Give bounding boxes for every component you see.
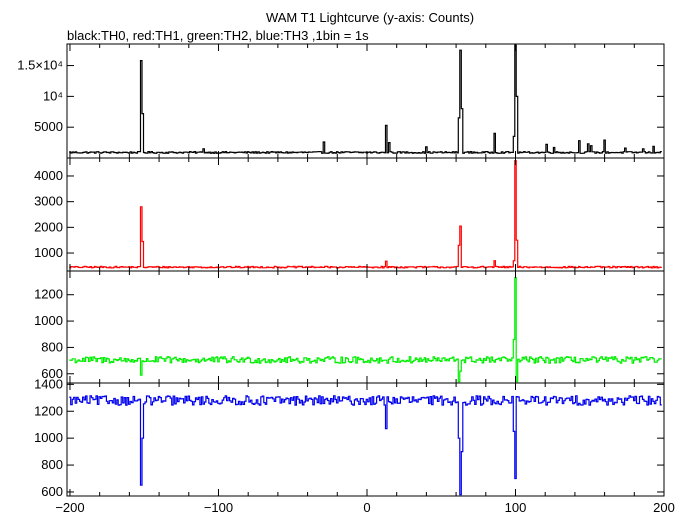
y-tick-label: 1200 [34, 287, 63, 302]
x-tick-label: 100 [505, 500, 527, 515]
panel-th1: 1000 2000 3000 4000 [34, 157, 665, 272]
x-tick-label: −200 [55, 500, 84, 515]
y-tick-label: 5000 [34, 119, 63, 134]
panel-frame [66, 157, 665, 272]
y-tick-label: 1000 [34, 430, 63, 445]
y-tick-label: 1000 [34, 245, 63, 260]
panel-frame [66, 43, 665, 159]
panel-th3: 600 800 1000 1200 1400 −200 −100 0 100 200 [34, 376, 675, 515]
y-tick-label: 1000 [34, 313, 63, 328]
x-tick-label: 0 [363, 500, 370, 515]
y-tick-label: 3000 [34, 194, 63, 209]
y-tick-label: 4000 [34, 168, 63, 183]
series-line-th1 [69, 160, 662, 269]
panel-frame [66, 382, 665, 497]
x-tick-label: −100 [204, 500, 233, 515]
y-tick-label: 600 [41, 484, 63, 499]
y-tick-label: 10⁴ [43, 88, 63, 103]
panels: 500010⁴1.5×10⁴10002000300040006008001000… [17, 43, 675, 515]
series-line-th3 [69, 395, 662, 496]
y-tick-label: 1400 [34, 376, 63, 391]
x-tick-label: 200 [653, 500, 675, 515]
panel-th0: 5000 10⁴ 1.5×10⁴ [17, 43, 665, 159]
chart-subtitle: black:TH0, red:TH1, green:TH2, blue:TH3 … [67, 28, 369, 43]
chart-title: WAM T1 Lightcurve (y-axis: Counts) [266, 10, 474, 25]
panel-frame [66, 270, 665, 384]
y-tick-label: 800 [41, 339, 63, 354]
series-line-th2 [69, 277, 662, 383]
y-tick-label: 1.5×10⁴ [17, 58, 63, 73]
y-tick-label: 600 [41, 366, 63, 381]
y-tick-label: 2000 [34, 219, 63, 234]
y-tick-label: 800 [41, 457, 63, 472]
panel-th2: 600 800 1000 1200 [34, 270, 665, 384]
series-line-th0 [69, 44, 662, 154]
y-tick-label: 1200 [34, 403, 63, 418]
